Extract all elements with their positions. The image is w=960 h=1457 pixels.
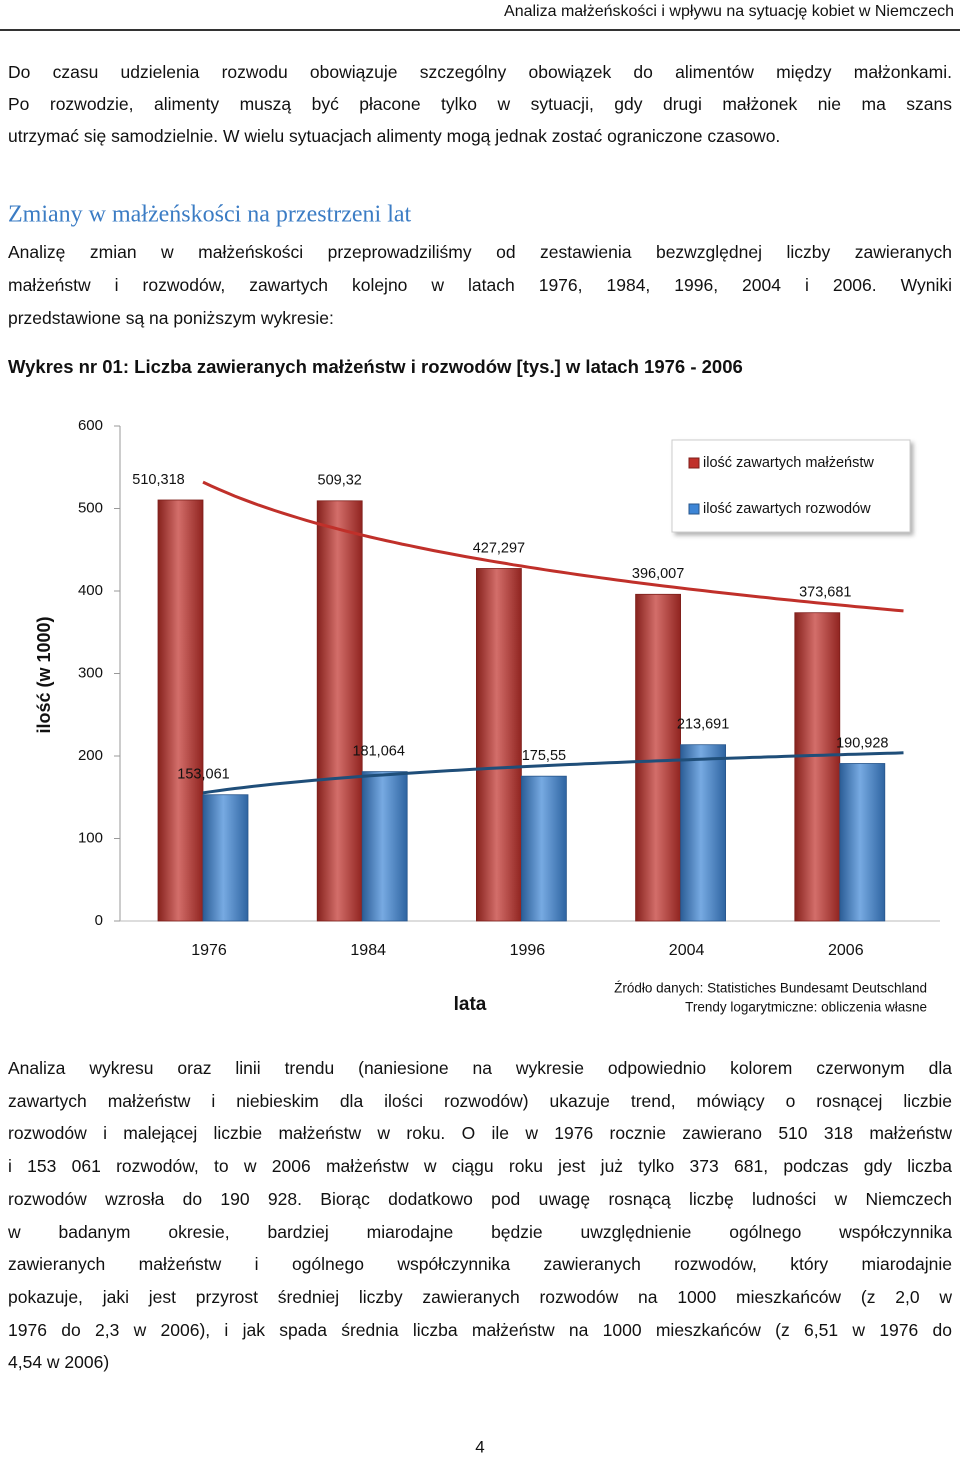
- text-line: w badanym okresie, bardziej miarodajne b…: [8, 1221, 952, 1242]
- text-line: pokazuje, jaki jest przyrost średniej li…: [8, 1286, 952, 1307]
- bar: [157, 499, 204, 922]
- y-tick-label: 500: [78, 499, 103, 516]
- section-heading: Zmiany w małżeńskości na przestrzeni lat: [8, 202, 412, 228]
- legend-marker: [688, 503, 700, 515]
- trend-line: [202, 480, 904, 613]
- text-line: Analizę zmian w małżeńskości przeprowadz…: [8, 242, 952, 262]
- bar: [839, 763, 886, 922]
- page-number: 4: [475, 1437, 484, 1456]
- x-tick-label: 1976: [191, 942, 227, 959]
- data-label: 427,297: [473, 540, 525, 556]
- chart-note: Źródło danych: Statistiches Bundesamt De…: [614, 981, 927, 996]
- legend-marker: [688, 457, 700, 469]
- bar: [202, 794, 249, 922]
- y-tick-label: 600: [78, 417, 103, 434]
- data-label: 213,691: [677, 717, 729, 733]
- data-label: 373,681: [799, 585, 851, 601]
- text-line: przedstawione są na poniższym wykresie:: [8, 308, 334, 328]
- data-label: 396,007: [632, 566, 684, 582]
- legend-label: ilość zawartych małżeństw: [703, 455, 874, 471]
- y-tick-label: 0: [95, 912, 103, 929]
- data-label: 190,928: [836, 735, 888, 751]
- text-line: utrzymać się samodzielnie. W wielu sytua…: [8, 126, 781, 146]
- legend: ilość zawartych małżeństw ilość zawartych…: [671, 439, 911, 533]
- bar: [635, 593, 681, 922]
- text-line: 1976 do 2,3 w 2006), i jak spada średnia…: [8, 1319, 952, 1340]
- chart: 0 100 200 300 400 500 600 1976 1984 1996 2004 2006 i…: [34, 417, 940, 1015]
- data-label: 181,064: [352, 743, 404, 759]
- text-line: Analiza wykresu oraz linii trendu (nanie…: [8, 1058, 952, 1078]
- bar: [680, 744, 726, 922]
- bar: [521, 775, 567, 922]
- x-tick-label: 1996: [510, 942, 546, 959]
- text-line: zawartych małżeństw i niebieskim dla ilo…: [8, 1090, 952, 1111]
- text-line: zawieranych małżeństw i ogólnego współcz…: [8, 1254, 952, 1275]
- legend-label: ilość zawartych rozwodów: [703, 501, 871, 517]
- x-tick-label: 1984: [350, 942, 386, 959]
- text-line: rozwodów i malejącej liczbie małżeństw w…: [8, 1123, 952, 1144]
- x-tick-label: 2006: [828, 942, 864, 959]
- bar: [316, 500, 363, 922]
- data-label: 509,32: [318, 473, 362, 489]
- text-line: Do czasu udzielenia rozwodu obowiązuje s…: [8, 62, 952, 82]
- text-line: 4,54 w 2006): [8, 1352, 110, 1373]
- text-line: Po rozwodzie, alimenty muszą być płacone…: [8, 94, 952, 114]
- text-line: rozwodów wzrosła do 190 928. Biorąc doda…: [8, 1188, 952, 1209]
- chart-note: Trendy logarytmiczne: obliczenia własne: [685, 1000, 927, 1015]
- text-line: małżeństw i rozwodów, zawartych kolejno …: [8, 275, 952, 295]
- x-tick-label: 2004: [669, 942, 705, 959]
- legend-box: [671, 439, 911, 533]
- y-tick-label: 100: [78, 829, 103, 846]
- bar: [794, 612, 841, 922]
- trend-line: [202, 751, 904, 795]
- text-line: i 153 061 rozwodów, to w 2006 małżeństw …: [8, 1156, 952, 1177]
- bar: [475, 568, 522, 922]
- y-tick-label: 200: [78, 747, 103, 764]
- y-tick-label: 300: [78, 664, 103, 681]
- data-label: 175,55: [522, 748, 566, 764]
- y-axis-title: ilość (w 1000): [34, 616, 54, 733]
- chart-caption: Wykres nr 01: Liczba zawieranych małżeńs…: [8, 356, 743, 377]
- header-title: Analiza małżeńskości i wpływu na sytuacj…: [504, 3, 954, 20]
- y-tick-label: 400: [78, 582, 103, 599]
- data-label: 510,318: [132, 472, 184, 488]
- data-label: 153,061: [177, 767, 229, 783]
- x-axis-title: lata: [454, 994, 487, 1015]
- bar: [361, 771, 408, 922]
